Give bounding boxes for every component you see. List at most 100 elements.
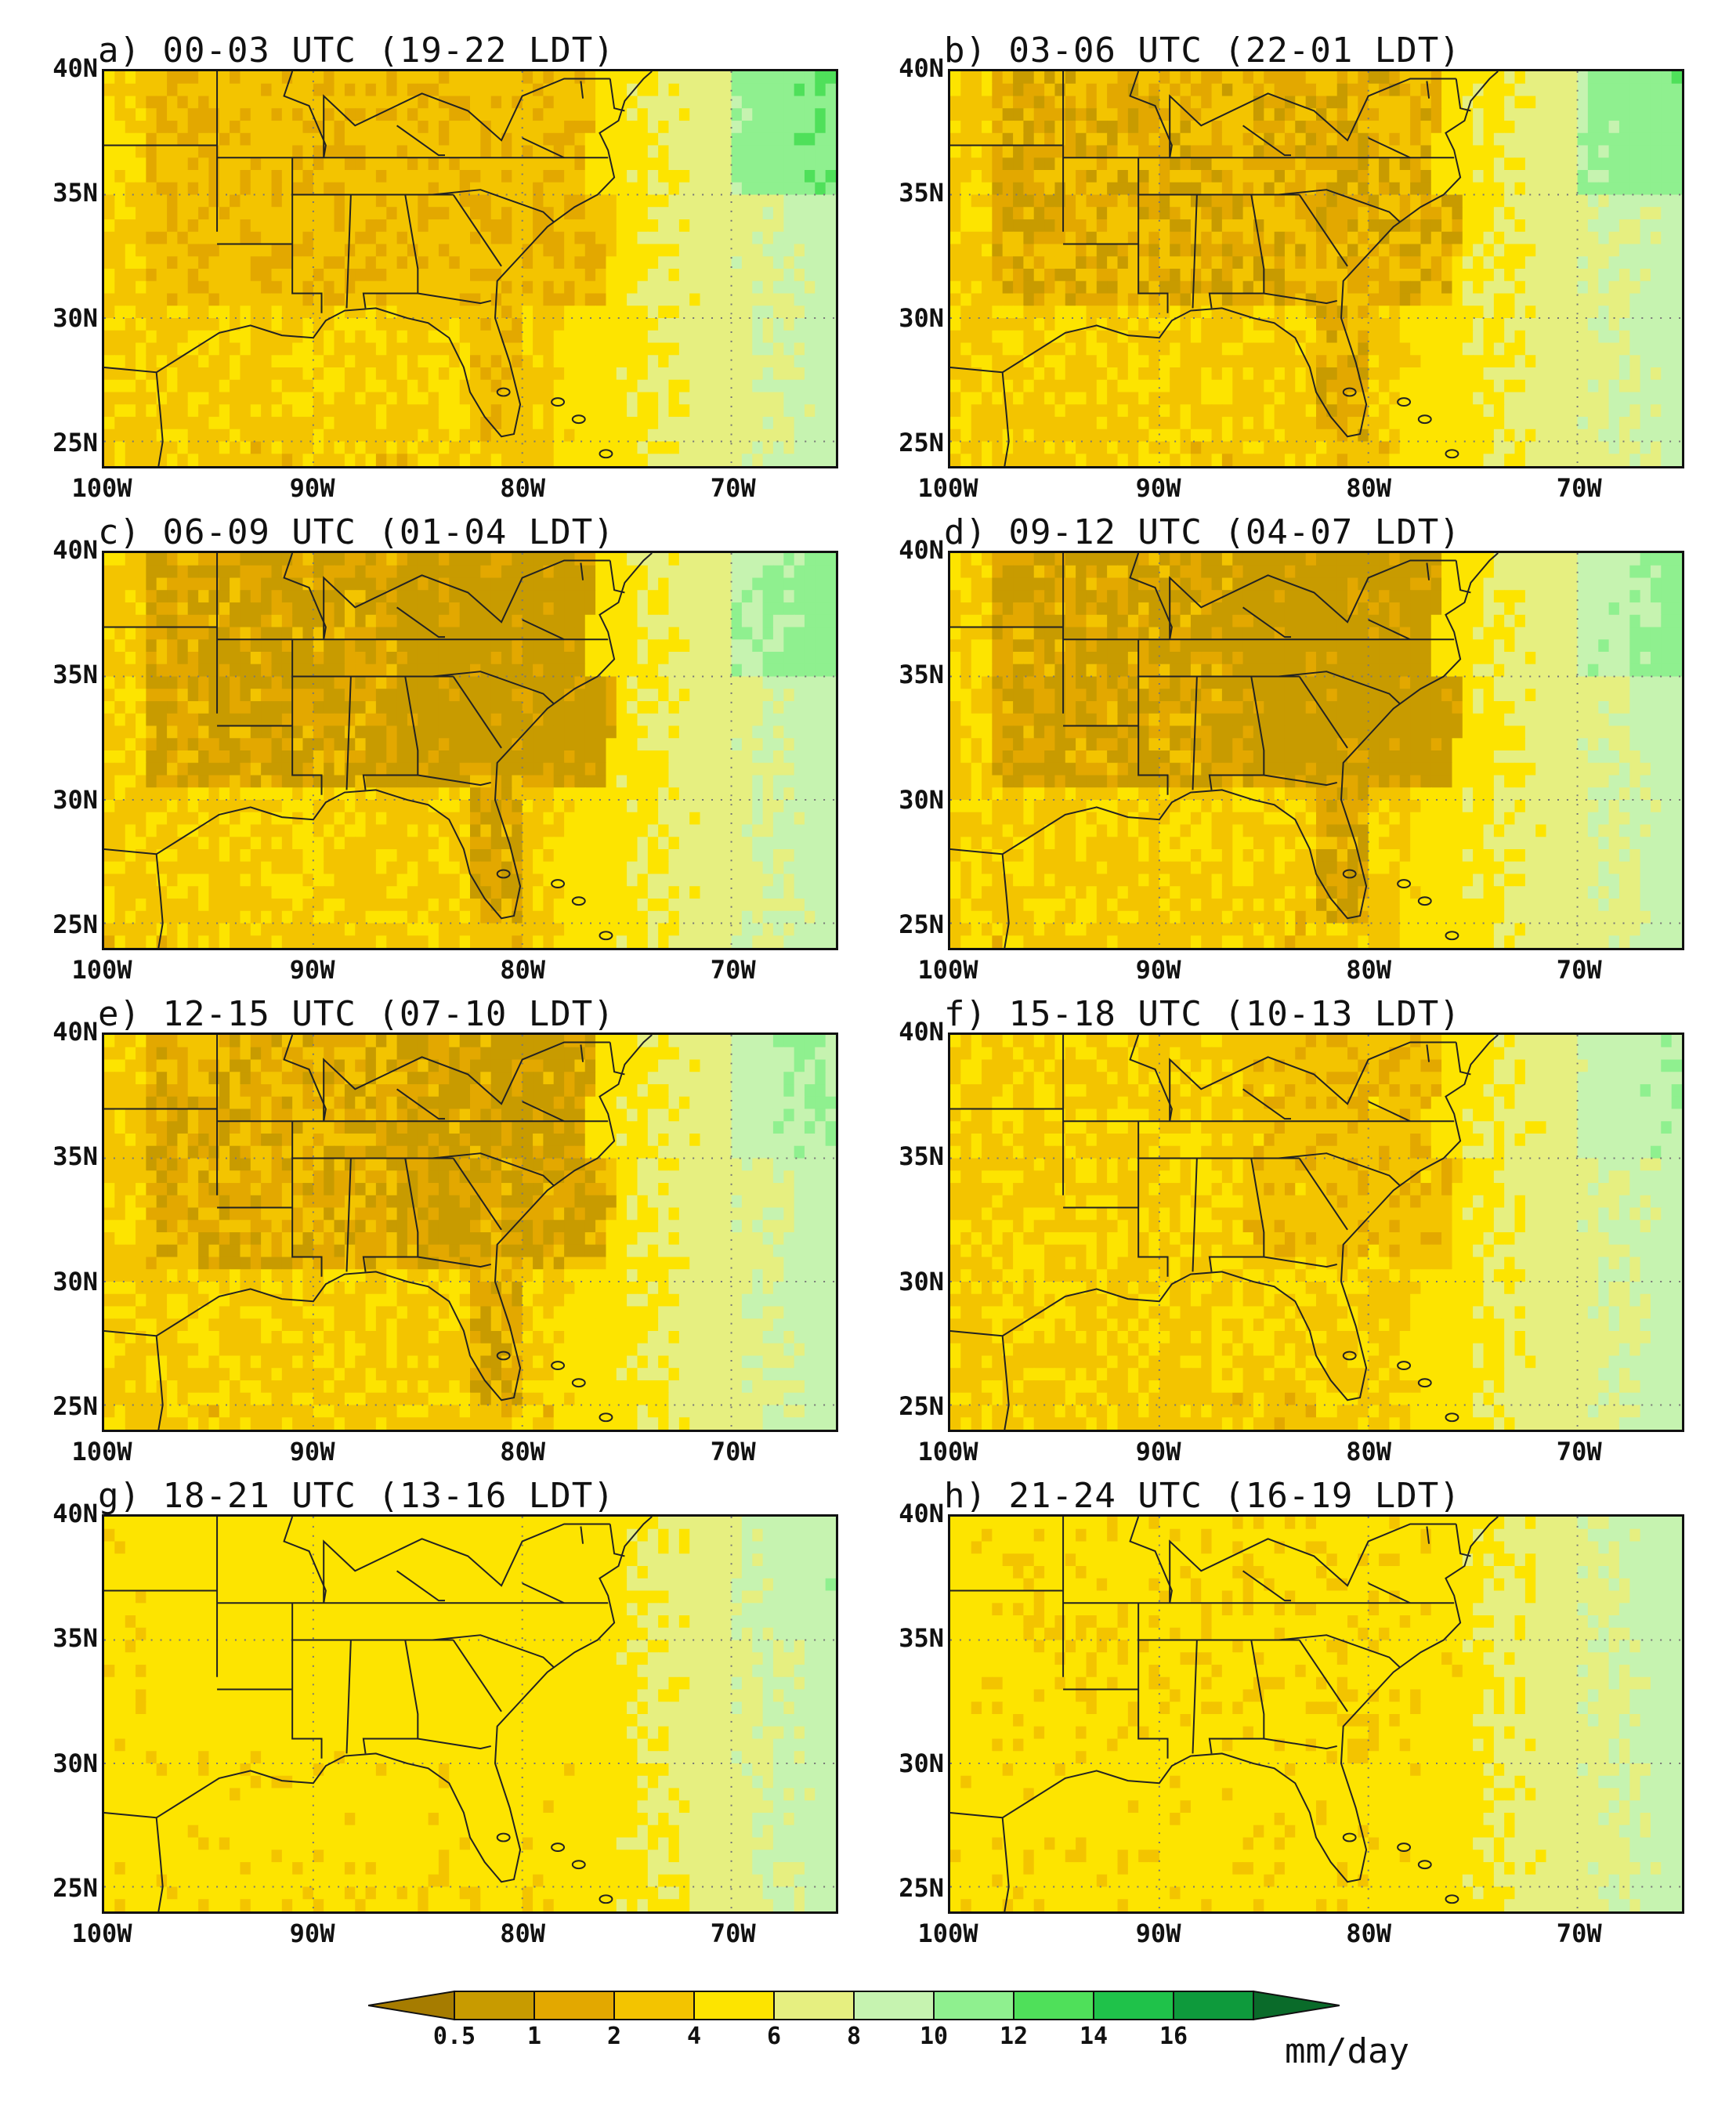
coastlines-and-borders [950,1517,1499,1911]
latitude-label: 40N [52,535,98,565]
longitude-label: 80W [500,1919,546,1948]
latitude-label: 40N [52,53,98,83]
colorbar-swatch [1173,1991,1254,2020]
longitude-label: 80W [500,955,546,985]
colorbar-swatch [853,1991,935,2020]
colorbar: 0.5 1 2 4 6 8 10 12 14 16 [367,1990,1340,2052]
panel-title: b) 03-06 UTC (22-01 LDT) [944,31,1461,71]
latitude-label: 40N [52,1017,98,1047]
longitude-label: 90W [1135,1437,1181,1466]
precip-cells [950,71,1682,466]
latitude-label: 30N [52,784,98,815]
latitude-label: 30N [52,1266,98,1296]
latitude-label: 40N [899,1499,944,1528]
colorbar-tick-label: 8 [846,2023,862,2050]
panel-title: d) 09-12 UTC (04-07 LDT) [944,512,1461,552]
map-field [104,1517,836,1911]
latitude-label: 30N [899,1266,944,1296]
map-panel: g) 18-21 UTC (13-16 LDT) 40N 35N 30N 25N 100W… [27,1477,889,1978]
map-field [950,553,1682,948]
colorbar-swatch [367,1990,455,2021]
colorbar-tick-label: 6 [766,2023,782,2050]
longitude-label: 90W [289,955,335,985]
precipitation-map [102,69,838,468]
colorbar-swatch [454,1991,535,2020]
longitude-label: 100W [71,955,132,985]
map-panel: e) 12-15 UTC (07-10 LDT) 40N 35N 30N 25N 100W… [27,995,889,1496]
longitude-label: 80W [500,1437,546,1466]
longitude-label: 70W [710,1919,756,1948]
precipitation-map [948,1032,1684,1432]
longitude-label: 100W [917,473,978,503]
gridlines [104,71,836,466]
latitude-label: 40N [899,53,944,83]
gridlines [104,1035,836,1430]
longitude-label: 80W [500,473,546,503]
longitude-label: 80W [1346,955,1392,985]
gridlines [950,553,1682,948]
longitude-label: 90W [1135,955,1181,985]
colorbar-swatch [613,1991,695,2020]
latitude-label: 25N [52,428,98,458]
colorbar-tick-label: 4 [686,2023,702,2050]
latitude-label: 40N [899,1017,944,1047]
longitude-label: 70W [1556,1437,1602,1466]
colorbar-swatch [773,1991,855,2020]
latitude-label: 40N [899,535,944,565]
longitude-label: 100W [71,1437,132,1466]
coastlines-and-borders [104,553,653,948]
panel-title: a) 00-03 UTC (19-22 LDT) [98,31,615,71]
gridlines [104,553,836,948]
map-field [950,1517,1682,1911]
longitude-label: 70W [1556,473,1602,503]
latitude-label: 35N [899,178,944,208]
longitude-label: 70W [1556,1919,1602,1948]
colorbar-tick-label: 10 [919,2023,949,2050]
coastlines-and-borders [104,71,653,466]
coastlines-and-borders [950,1035,1499,1430]
colorbar-unit: mm/day [1285,2031,1409,2071]
map-panel: a) 00-03 UTC (19-22 LDT) 40N 35N 30N 25N 100W… [27,31,889,533]
latitude-label: 30N [899,302,944,333]
panel-title: f) 15-18 UTC (10-13 LDT) [944,994,1461,1034]
longitude-label: 70W [710,473,756,503]
latitude-label: 35N [52,178,98,208]
colorbar-bar [367,1990,1340,2021]
latitude-label: 35N [52,1623,98,1654]
precip-cells [950,553,1682,948]
longitude-label: 80W [1346,1919,1392,1948]
latitude-label: 25N [899,428,944,458]
map-panel: d) 09-12 UTC (04-07 LDT) 40N 35N 30N 25N 100W… [873,513,1735,1014]
colorbar-swatch [933,1991,1014,2020]
longitude-label: 70W [710,1437,756,1466]
precipitation-map [102,1032,838,1432]
longitude-label: 90W [1135,1919,1181,1948]
longitude-label: 100W [71,473,132,503]
longitude-label: 90W [1135,473,1181,503]
map-panel: c) 06-09 UTC (01-04 LDT) 40N 35N 30N 25N 100W… [27,513,889,1014]
map-field [104,553,836,948]
map-field [950,71,1682,466]
latitude-label: 30N [52,302,98,333]
latitude-label: 35N [52,1141,98,1172]
panel-title: c) 06-09 UTC (01-04 LDT) [98,512,615,552]
longitude-label: 80W [1346,473,1392,503]
precip-cells [104,553,836,948]
latitude-label: 30N [899,1748,944,1778]
coastlines-and-borders [104,1035,653,1430]
colorbar-tick-label: 0.5 [432,2023,476,2050]
colorbar-swatch [693,1991,775,2020]
colorbar-tick-label: 14 [1079,2023,1109,2050]
latitude-label: 35N [899,660,944,690]
longitude-label: 90W [289,473,335,503]
precipitation-map [948,69,1684,468]
longitude-label: 90W [289,1437,335,1466]
latitude-label: 25N [52,910,98,940]
latitude-label: 30N [52,1748,98,1778]
colorbar-swatch [533,1991,615,2020]
longitude-label: 80W [1346,1437,1392,1466]
longitude-label: 100W [917,1919,978,1948]
gridlines [950,1035,1682,1430]
precipitation-map [948,1514,1684,1914]
longitude-label: 100W [917,1437,978,1466]
